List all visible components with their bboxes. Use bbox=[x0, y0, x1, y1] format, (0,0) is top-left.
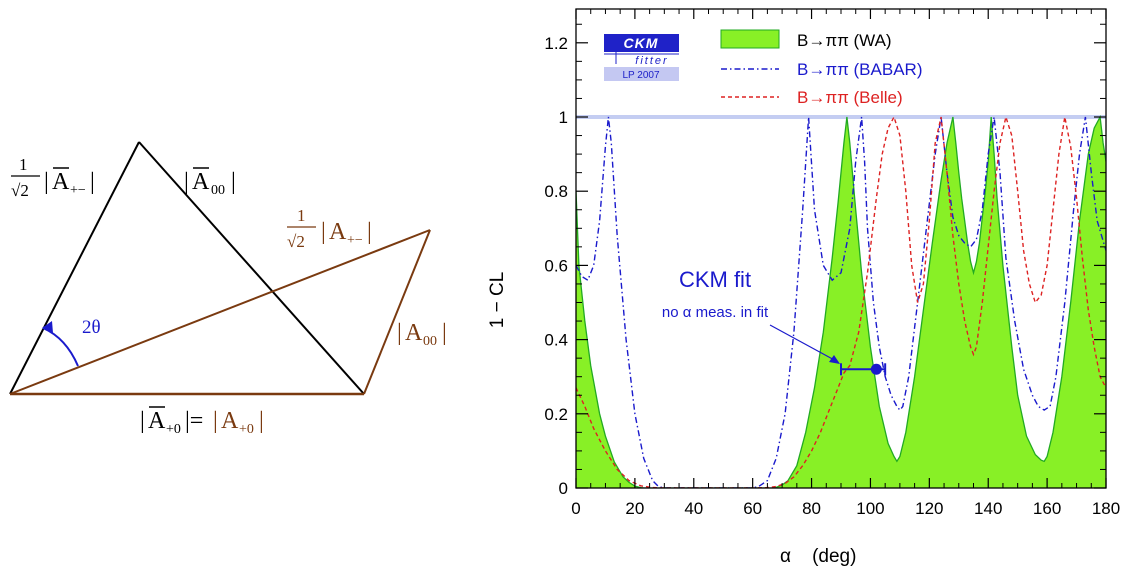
amp-subscript: 00 bbox=[423, 334, 437, 349]
amp-letter: A bbox=[52, 169, 70, 195]
x-tick-label: 120 bbox=[915, 499, 943, 518]
triangle-brown-right-side bbox=[363, 229, 431, 395]
annotation-subtitle: no α meas. in fit bbox=[662, 304, 769, 321]
abs-close: | bbox=[231, 169, 236, 195]
label-brown-right: | A 00 | bbox=[397, 320, 447, 349]
legend-label: B→ππ (WA) bbox=[797, 31, 892, 50]
annotation-arrow-line bbox=[769, 324, 839, 363]
x-tick-label: 140 bbox=[974, 499, 1002, 518]
abs-open: | bbox=[397, 320, 402, 346]
logo-bottom-band bbox=[604, 67, 679, 81]
ckm-fit-annotation: CKM fit no α meas. in fit bbox=[662, 267, 840, 364]
x-tick-label: 160 bbox=[1033, 499, 1061, 518]
series-wa-area bbox=[576, 117, 1106, 488]
amp-subscript: +− bbox=[70, 183, 86, 198]
equals-sign: |= bbox=[185, 408, 203, 434]
label-left-side: 1 √2 | A +− | bbox=[11, 155, 95, 200]
angle-arc bbox=[42, 327, 79, 367]
abs-close: | bbox=[367, 219, 372, 245]
abs-open: | bbox=[184, 169, 189, 195]
abs-open: | bbox=[321, 219, 326, 245]
series-babar-line bbox=[576, 116, 1106, 488]
y-tick-label: 0.2 bbox=[544, 405, 568, 424]
amp-subscript: +− bbox=[347, 233, 363, 248]
ckmfitter-logo: CKM fitter LP 2007 bbox=[604, 34, 679, 81]
x-tick-label: 100 bbox=[856, 499, 884, 518]
label-bottom: | A +0 |= | A +0 | bbox=[140, 406, 264, 437]
x-tick-label: 40 bbox=[684, 499, 703, 518]
y-tick-label: 1.2 bbox=[544, 34, 568, 53]
logo-top-band bbox=[604, 34, 679, 52]
x-tick-label: 20 bbox=[625, 499, 644, 518]
y-tick-label: 0 bbox=[559, 479, 568, 498]
angle-arc-arrowhead bbox=[42, 321, 53, 333]
amp-letter: A bbox=[148, 408, 166, 434]
y-tick-label: 0.4 bbox=[544, 331, 568, 350]
annotation-title: CKM fit bbox=[679, 267, 751, 292]
x-tick-label: 60 bbox=[743, 499, 762, 518]
y-axis-title: 1 − CL bbox=[487, 272, 508, 329]
abs-close: | bbox=[90, 169, 95, 195]
y-tick-label: 1 bbox=[559, 108, 568, 127]
legend-swatch-wa bbox=[720, 29, 780, 49]
x-tick-label: 0 bbox=[571, 499, 580, 518]
isospin-triangle-diagram: 2θ 1 √2 | A +− | | A 00 | 1 √2 | A +− bbox=[9, 141, 447, 437]
series-layer bbox=[576, 114, 1106, 488]
amp-subscript: +0 bbox=[239, 422, 254, 437]
annotation-arrowhead bbox=[829, 355, 840, 364]
axis-layer: 0 20 40 60 80 100 120 140 160 180 0 0.2 0.4 0.6 0.8 1 1.… bbox=[544, 9, 1120, 518]
logo-lp2007: LP 2007 bbox=[622, 70, 660, 81]
label-brown-diagonal: 1 √2 | A +− | bbox=[287, 206, 372, 251]
frac-denominator: √2 bbox=[287, 232, 305, 251]
abs-open: | bbox=[140, 408, 145, 434]
triangle-black-right-side bbox=[138, 141, 365, 395]
x-axis-title: α (deg) bbox=[780, 546, 856, 567]
amp-letter: A bbox=[405, 320, 423, 346]
fit-point bbox=[840, 363, 887, 376]
frac-numerator: 1 bbox=[19, 155, 28, 174]
series-wa-line bbox=[576, 114, 1106, 488]
x-tick-label: 80 bbox=[802, 499, 821, 518]
y-tick-label: 0.6 bbox=[544, 256, 568, 275]
y-tick-label: 0.8 bbox=[544, 182, 568, 201]
abs-open: | bbox=[44, 169, 49, 195]
abs-open: | bbox=[213, 408, 218, 434]
triangle-brown-diagonal bbox=[9, 229, 431, 395]
frac-numerator: 1 bbox=[297, 206, 306, 225]
amp-letter: A bbox=[192, 169, 210, 195]
amp-subscript: 00 bbox=[211, 183, 225, 198]
triangle-black-left-side bbox=[9, 141, 140, 395]
legend: B→ππ (WA) B→ππ (BABAR) B→ππ (Belle) bbox=[720, 29, 922, 107]
amp-letter: A bbox=[329, 219, 347, 245]
x-tick-label: 180 bbox=[1092, 499, 1120, 518]
legend-label: B→ππ (Belle) bbox=[797, 88, 903, 107]
cl-chart: 0 20 40 60 80 100 120 140 160 180 0 0.2 0.4 0.6 0.8 1 1.… bbox=[487, 8, 1120, 567]
label-right-side: | A 00 | bbox=[184, 167, 236, 198]
abs-close: | bbox=[442, 320, 447, 346]
frac-denominator: √2 bbox=[11, 181, 29, 200]
logo-fitter: fitter bbox=[635, 55, 668, 67]
legend-label: B→ππ (BABAR) bbox=[797, 60, 922, 79]
angle-label: 2θ bbox=[82, 317, 101, 338]
amp-letter: A bbox=[221, 408, 239, 434]
logo-ckm: CKM bbox=[624, 35, 659, 51]
abs-close: | bbox=[259, 408, 264, 434]
fit-central-value bbox=[870, 363, 882, 375]
amp-subscript: +0 bbox=[166, 422, 181, 437]
